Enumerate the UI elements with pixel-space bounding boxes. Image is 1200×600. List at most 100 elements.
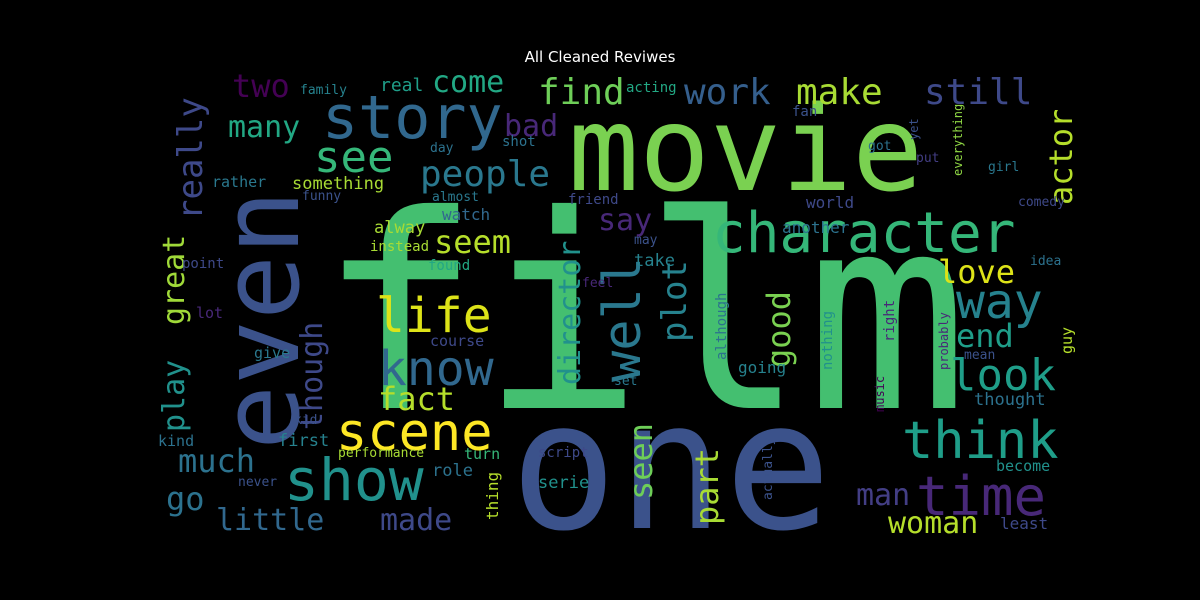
cloud-word-part: part xyxy=(688,448,726,525)
cloud-word-look: look xyxy=(950,350,1056,401)
cloud-word-know: know xyxy=(378,341,494,397)
cloud-word-instead: instead xyxy=(370,239,429,255)
cloud-word-love: love xyxy=(938,253,1015,291)
cloud-word-thought: thought xyxy=(974,390,1046,410)
cloud-word-put: put xyxy=(916,151,939,166)
cloud-word-find: find xyxy=(538,72,625,113)
cloud-word-fan: fan xyxy=(792,104,817,120)
cloud-word-director: director xyxy=(553,241,588,386)
cloud-word-take: take xyxy=(634,251,675,271)
cloud-word-family: family xyxy=(300,83,347,98)
cloud-word-become: become xyxy=(996,457,1050,475)
cloud-word-real: real xyxy=(380,75,423,96)
cloud-word-good: good xyxy=(760,291,798,368)
cloud-word-although: although xyxy=(714,293,730,360)
cloud-word-point: point xyxy=(182,256,224,272)
cloud-word-kid: kid xyxy=(294,413,317,428)
cloud-word-end: end xyxy=(956,317,1014,355)
cloud-word-woman: woman xyxy=(888,506,978,541)
cloud-word-see: see xyxy=(314,132,393,183)
cloud-word-feel: feel xyxy=(582,276,613,291)
cloud-word-world: world xyxy=(806,193,854,212)
cloud-word-scene: scene xyxy=(336,403,493,463)
cloud-word-everything: everything xyxy=(951,104,965,176)
cloud-word-comedy: comedy xyxy=(1018,195,1065,210)
cloud-word-though: though xyxy=(295,322,330,430)
cloud-word-way: way xyxy=(956,274,1043,330)
cloud-word-well: well xyxy=(593,257,653,382)
cloud-word-say: say xyxy=(598,203,652,238)
cloud-word-come: come xyxy=(432,65,504,100)
cloud-word-made: made xyxy=(380,503,452,538)
cloud-word-play: play xyxy=(157,360,192,432)
cloud-word-right: right xyxy=(882,300,898,342)
cloud-word-think: think xyxy=(902,411,1059,471)
cloud-word-mean: mean xyxy=(964,348,995,363)
cloud-word-thing: thing xyxy=(483,472,502,520)
cloud-word-friend: friend xyxy=(568,192,619,208)
cloud-word-show: show xyxy=(284,446,424,514)
cloud-word-life: life xyxy=(376,288,492,344)
cloud-word-got: got xyxy=(868,139,891,154)
cloud-word-guy: guy xyxy=(1058,327,1076,354)
cloud-word-probably: probably xyxy=(937,312,951,370)
cloud-word-never: never xyxy=(238,475,277,490)
cloud-word-acting: acting xyxy=(626,80,677,96)
cloud-word-give: give xyxy=(254,344,290,362)
cloud-word-seen: seen xyxy=(622,423,660,500)
cloud-word-seem: seem xyxy=(434,223,511,261)
cloud-word-kind: kind xyxy=(158,432,194,450)
cloud-word-day: day xyxy=(430,141,454,156)
cloud-word-may: may xyxy=(634,233,658,248)
cloud-word-serie: serie xyxy=(538,473,589,493)
cloud-word-fact: fact xyxy=(378,380,455,418)
cloud-word-first: first xyxy=(278,431,329,451)
cloud-word-performance: performance xyxy=(338,446,424,461)
cloud-word-make: make xyxy=(796,72,883,113)
cloud-word-time: time xyxy=(916,465,1046,528)
cloud-word-go: go xyxy=(166,480,205,518)
cloud-word-film: film xyxy=(318,157,968,472)
cloud-word-man: man xyxy=(856,478,910,513)
cloud-word-plot: plot xyxy=(655,260,695,342)
cloud-word-rather: rather xyxy=(212,173,266,191)
cloud-word-least: least xyxy=(1000,514,1048,533)
cloud-word-shot: shot xyxy=(502,134,536,150)
cloud-word-two: two xyxy=(232,67,290,105)
cloud-word-alway: alway xyxy=(374,218,425,238)
cloud-word-actor: actor xyxy=(1042,109,1080,205)
cloud-word-even: even xyxy=(199,190,324,450)
cloud-word-movie: movie xyxy=(568,80,923,218)
cloud-word-little: little xyxy=(216,503,324,538)
cloud-word-turn: turn xyxy=(464,445,500,463)
cloud-word-lot: lot xyxy=(196,304,223,322)
cloud-word-something: something xyxy=(292,174,384,194)
cloud-word-people: people xyxy=(420,154,550,195)
cloud-word-bad: bad xyxy=(504,109,558,144)
cloud-word-many: many xyxy=(228,110,300,145)
cloud-word-script: script xyxy=(538,445,589,461)
cloud-word-role: role xyxy=(432,461,473,481)
cloud-word-story: story xyxy=(322,83,503,153)
cloud-word-idea: idea xyxy=(1030,254,1061,269)
figure-title: All Cleaned Reviwes xyxy=(524,48,676,66)
cloud-word-funny: funny xyxy=(302,189,341,204)
cloud-word-music: music xyxy=(873,376,887,412)
cloud-word-found: found xyxy=(428,258,470,274)
cloud-word-great: great xyxy=(157,235,192,325)
cloud-word-nothing: nothing xyxy=(820,311,836,370)
cloud-word-yet: yet xyxy=(907,118,921,140)
cloud-word-set: set xyxy=(614,374,637,389)
cloud-word-one: one xyxy=(510,363,832,570)
cloud-word-actually: actually xyxy=(761,437,776,500)
cloud-word-really: really xyxy=(171,97,211,220)
cloud-word-work: work xyxy=(684,72,771,113)
cloud-word-another: another xyxy=(782,218,850,237)
cloud-word-character: character xyxy=(712,201,1015,266)
cloud-word-almost: almost xyxy=(432,190,479,205)
cloud-word-still: still xyxy=(924,72,1032,113)
cloud-word-watch: watch xyxy=(442,205,490,224)
cloud-word-going: going xyxy=(738,358,786,377)
